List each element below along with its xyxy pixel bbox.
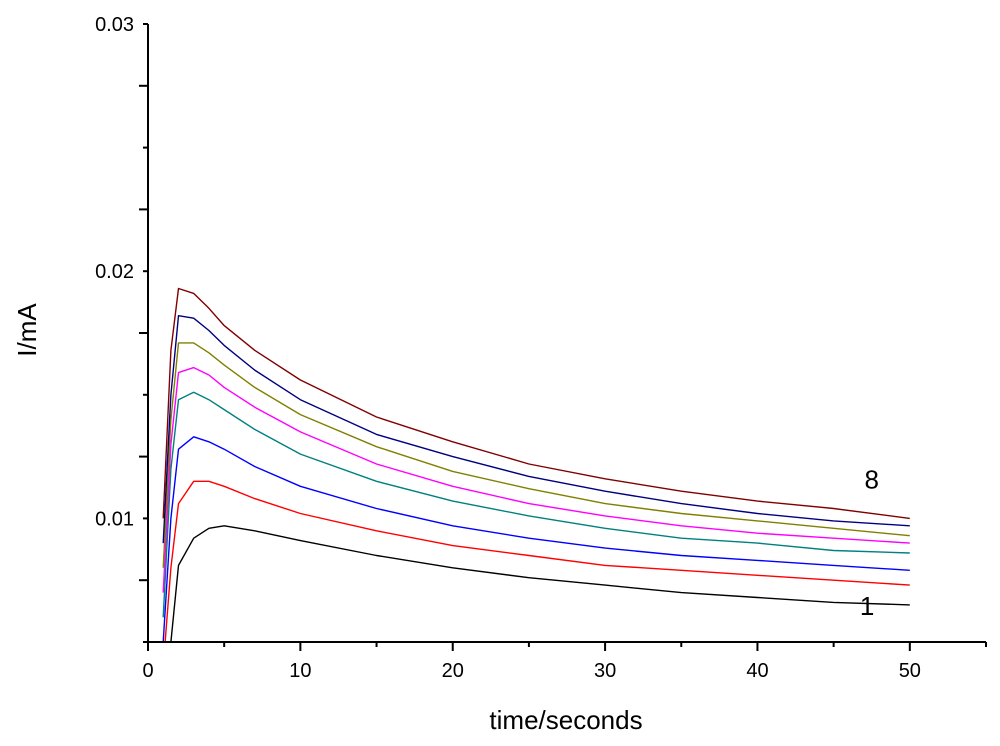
series-line-4 <box>162 391 910 618</box>
series-annotation-label: 1 <box>860 591 874 621</box>
y-tick-label: 0.03 <box>95 14 134 36</box>
x-tick-label: 40 <box>746 660 768 682</box>
axes: 0 10 20 30 40 50 0.01 0.02 0.03 <box>95 14 987 682</box>
series-line-7 <box>162 315 910 544</box>
series-layer <box>162 287 910 642</box>
x-axis-label: time/seconds <box>489 705 642 735</box>
series-line-3 <box>162 436 910 642</box>
y-ticks: 0.01 0.02 0.03 <box>95 14 148 643</box>
x-tick-label: 50 <box>899 660 921 682</box>
series-annotation-label: 8 <box>864 465 878 495</box>
series-line-5 <box>162 366 910 593</box>
series-line-2 <box>164 480 910 642</box>
y-tick-label: 0.02 <box>95 261 134 283</box>
x-ticks: 0 10 20 30 40 50 <box>142 642 987 682</box>
series-line-1 <box>170 525 910 642</box>
series-line-8 <box>162 287 910 520</box>
y-tick-label: 0.01 <box>95 508 134 530</box>
y-axis-label: I/mA <box>12 303 42 357</box>
x-tick-label: 30 <box>594 660 616 682</box>
x-tick-label: 10 <box>289 660 311 682</box>
series-line-6 <box>162 342 910 568</box>
x-tick-label: 20 <box>442 660 464 682</box>
x-tick-label: 0 <box>142 660 153 682</box>
series-annotations: 81 <box>860 465 879 621</box>
